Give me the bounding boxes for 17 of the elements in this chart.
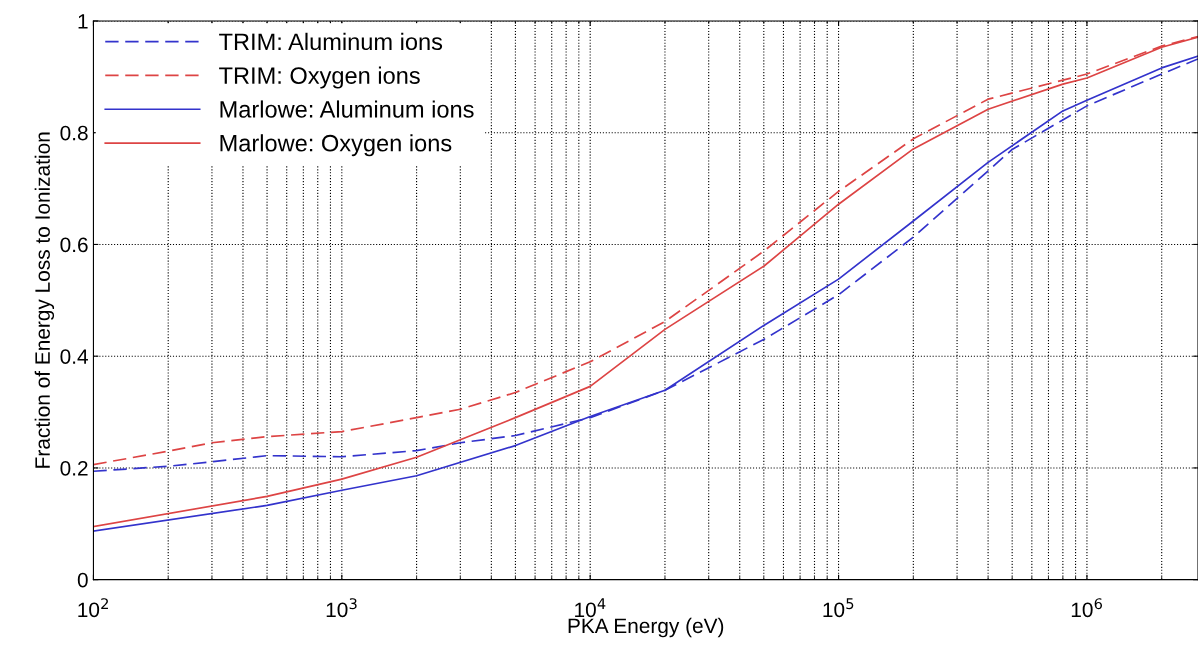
- y-tick-label: 1: [78, 14, 88, 29]
- x-tick-label: 10$^{4}$: [575, 598, 606, 618]
- legend-label: Marlowe: Oxygen ions: [220, 134, 452, 157]
- x-tick-label: 10$^{2}$: [78, 598, 108, 618]
- y-tick-label: 0.8: [60, 125, 88, 141]
- y-tick-label: 0.2: [60, 460, 88, 476]
- x-tick-label: 10$^{5}$: [823, 598, 854, 618]
- x-tick-label: 10$^{6}$: [1071, 598, 1102, 618]
- y-axis-title: Fraction of Energy Loss to Ionization: [34, 132, 55, 468]
- y-tick-label: 0.4: [60, 349, 88, 364]
- legend-label: Marlowe: Aluminum ions: [220, 100, 474, 118]
- legend-label: TRIM: Aluminum ions: [219, 32, 443, 51]
- y-tick-label: 0: [77, 572, 88, 588]
- legend-label: TRIM: Oxygen ions: [219, 66, 420, 89]
- y-tick-label: 0.6: [60, 237, 88, 253]
- x-tick-label: 10$^{3}$: [326, 598, 357, 618]
- x-axis-title: PKA Energy (eV): [568, 617, 724, 638]
